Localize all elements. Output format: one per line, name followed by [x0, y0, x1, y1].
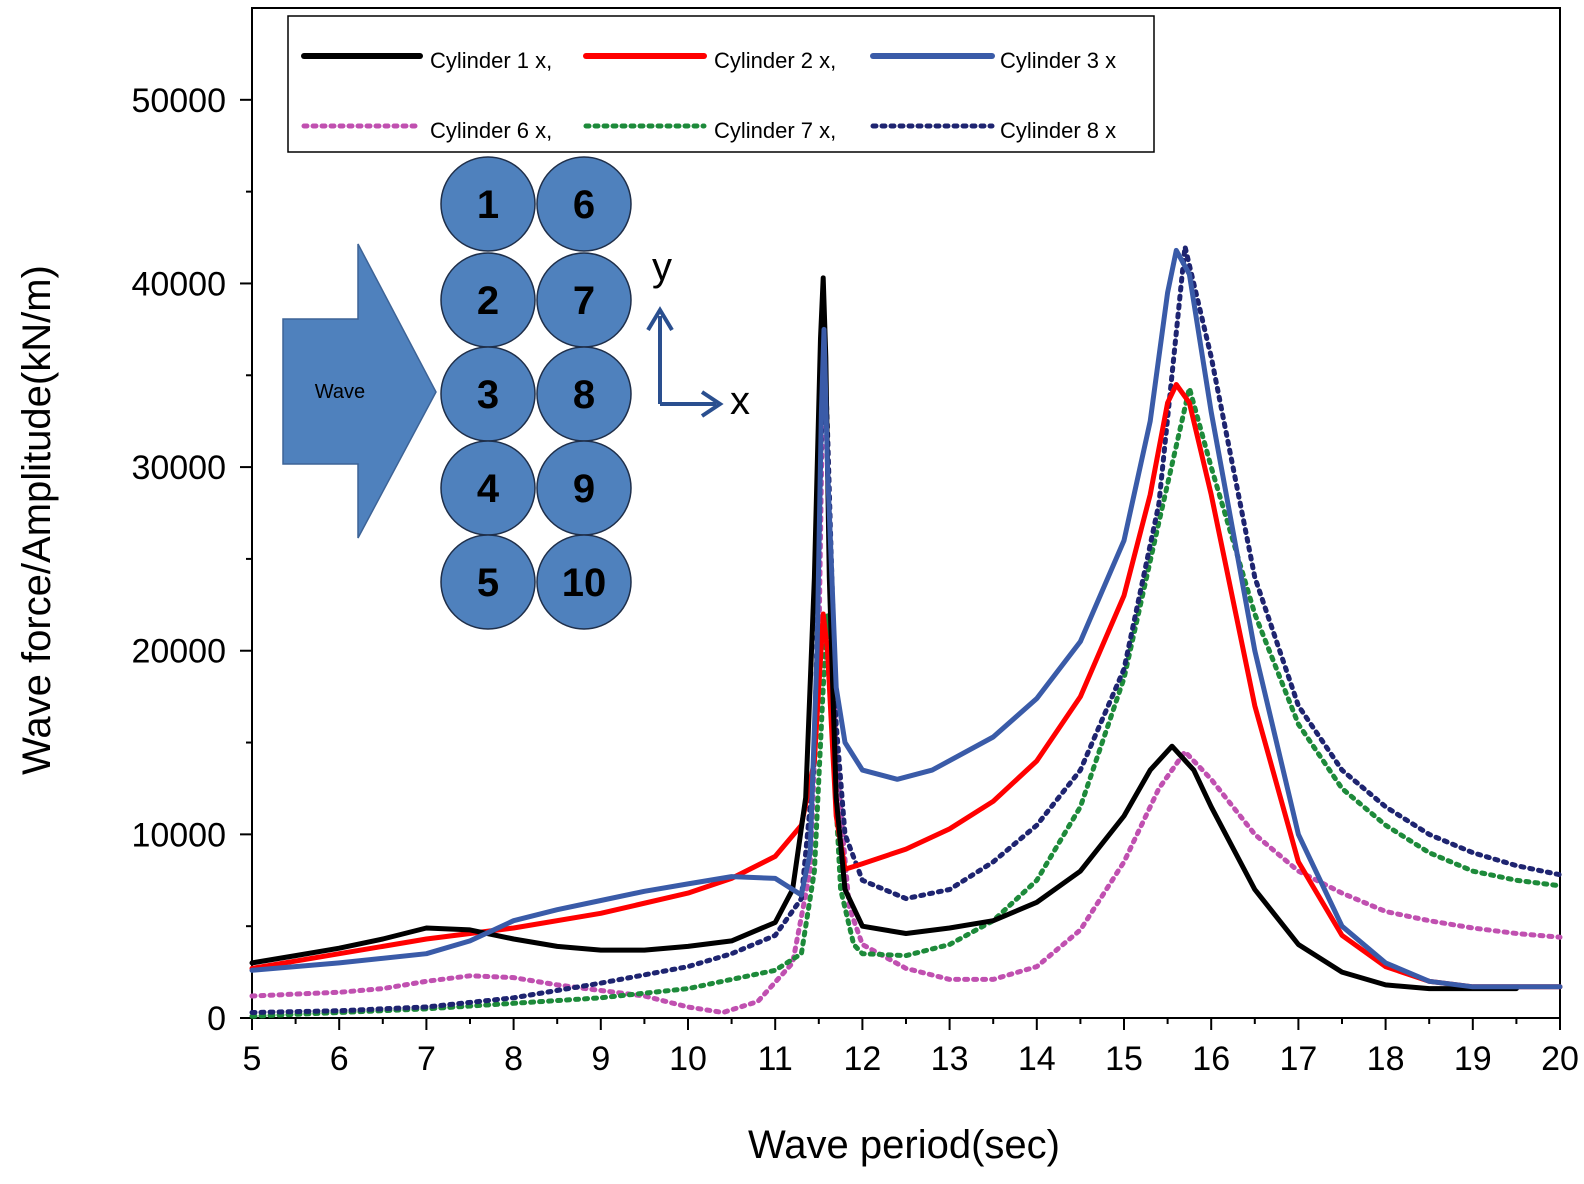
y-arrow-head: [646, 306, 674, 332]
series-line-cylinder-8-x: [249, 244, 1563, 1015]
y-tick-label: 10000: [131, 816, 226, 854]
x-tick-label: 9: [591, 1040, 610, 1078]
y-tick-label: 40000: [131, 265, 226, 303]
legend-label: Cylinder 2 x,: [714, 48, 836, 73]
x-tick-label: 19: [1454, 1040, 1492, 1078]
x-tick-label: 7: [417, 1040, 436, 1078]
wave-arrow-label: Wave: [315, 381, 365, 403]
series-layer: [249, 244, 1563, 1019]
series-line-cylinder-3-x: [249, 247, 1563, 990]
y-tick-label: 50000: [131, 82, 226, 120]
legend-label: Cylinder 6 x,: [430, 118, 552, 143]
legend-label: Cylinder 7 x,: [714, 118, 836, 143]
x-tick-label: 18: [1367, 1040, 1405, 1078]
x-tick-label: 5: [243, 1040, 262, 1078]
y-tick-label: 20000: [131, 633, 226, 671]
cylinder-circle: [536, 156, 632, 252]
y-axis-title: Wave force/Amplitude(kN/m): [15, 265, 59, 775]
y-tick-label: 30000: [131, 449, 226, 487]
wave-arrow-shape: [282, 243, 437, 539]
x-tick-label: 11: [758, 1040, 793, 1078]
x-tick-label: 15: [1105, 1040, 1143, 1078]
legend: Cylinder 1 x, Cylinder 2 x, Cylinder 3 x Cy…: [287, 15, 1155, 153]
legend-label: Cylinder 1 x,: [430, 48, 552, 73]
cylinder-circle: [440, 156, 536, 252]
series-line-cylinder-6-x: [249, 354, 1563, 1015]
cylinder-number: 5: [477, 561, 499, 605]
x-tick-label: 12: [843, 1040, 881, 1078]
x-axis-ticks: 5 6 7 8 9 10 11 12 13 14 15 16 17 18 19 20: [243, 1018, 1579, 1078]
cylinder-number: 1: [477, 183, 499, 227]
x-tick-label: 17: [1279, 1040, 1317, 1078]
x-tick-label: 16: [1192, 1040, 1230, 1078]
cylinder-number: 10: [562, 561, 607, 605]
x-tick-label: 10: [669, 1040, 707, 1078]
series-line-cylinder-1-x: [249, 275, 1519, 992]
legend-label: Cylinder 3 x: [1000, 48, 1116, 73]
cylinder-layout-inset: Wave 1 6 2 7 3 8 4 9 5 10 y x: [282, 156, 750, 630]
x-tick-label: 14: [1018, 1040, 1056, 1078]
x-axis-title: Wave period(sec): [748, 1123, 1060, 1167]
series-line-cylinder-7-x: [249, 385, 1563, 1019]
x-tick-label: 6: [330, 1040, 349, 1078]
cylinder-number: 4: [477, 467, 500, 511]
cylinder-number: 3: [477, 373, 499, 417]
cylinder-number: 2: [477, 279, 499, 323]
x-arrow-head: [700, 390, 724, 418]
cylinder-circle: [536, 534, 632, 630]
inset-y-label: y: [652, 245, 672, 289]
y-tick-label: 0: [207, 1000, 226, 1038]
cylinder-circle: [440, 534, 536, 630]
cylinder-number: 7: [573, 279, 595, 323]
series-line-cylinder-2-x: [249, 382, 1563, 990]
legend-label: Cylinder 8 x: [1000, 118, 1116, 143]
inset-x-label: x: [730, 379, 750, 423]
cylinder-number: 8: [573, 373, 595, 417]
x-tick-label: 13: [931, 1040, 969, 1078]
x-tick-label: 8: [504, 1040, 523, 1078]
cylinder-number: 6: [573, 183, 595, 227]
legend-box: [287, 15, 1155, 153]
x-tick-label: 20: [1541, 1040, 1579, 1078]
y-axis-ticks: 0 10000 20000 30000 40000 50000: [131, 82, 252, 1038]
cylinder-number: 9: [573, 467, 595, 511]
